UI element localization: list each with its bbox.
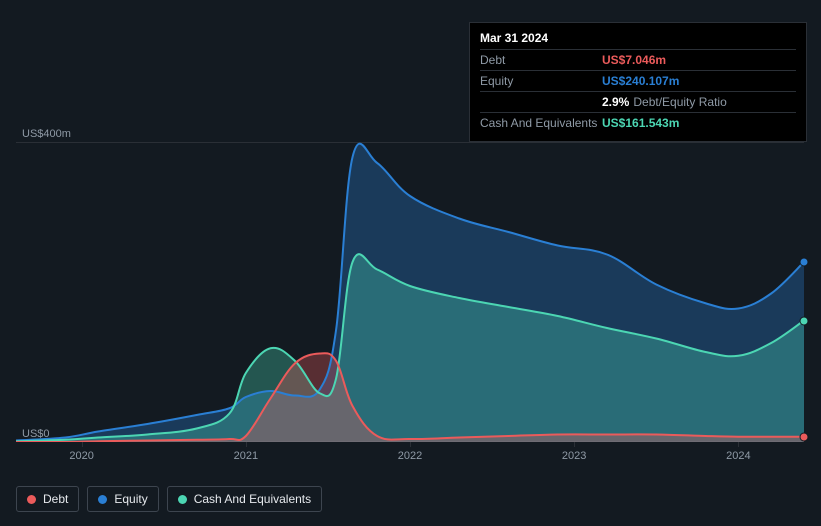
- x-tick-mark: [738, 442, 739, 447]
- debt-end-dot-icon: [800, 432, 809, 441]
- x-tick-label: 2021: [234, 450, 258, 462]
- x-tick-label: 2020: [69, 450, 93, 462]
- legend-label: Equity: [114, 492, 147, 506]
- plot-area[interactable]: [16, 142, 804, 442]
- tooltip-row-label: Debt: [480, 53, 602, 67]
- x-tick-mark: [82, 442, 83, 447]
- tooltip-row-value: US$7.046m: [602, 53, 666, 67]
- x-tick-label: 2023: [562, 450, 586, 462]
- legend-item-debt[interactable]: Debt: [16, 486, 79, 512]
- x-tick-label: 2022: [398, 450, 422, 462]
- legend: Debt Equity Cash And Equivalents: [16, 486, 322, 512]
- cash-end-dot-icon: [800, 316, 809, 325]
- equity-end-dot-icon: [800, 258, 809, 267]
- x-tick-mark: [246, 442, 247, 447]
- tooltip-row-label: Equity: [480, 74, 602, 88]
- x-tick-mark: [410, 442, 411, 447]
- tooltip-row-value: US$240.107m: [602, 74, 679, 88]
- tooltip-row: 2.9%Debt/Equity Ratio: [480, 91, 796, 112]
- y-axis-max-label: US$400m: [22, 128, 71, 140]
- debt-equity-chart: { "theme": { "background": "#131a21", "a…: [0, 0, 821, 526]
- tooltip-row-label: [480, 95, 602, 109]
- debt-swatch-icon: [27, 495, 36, 504]
- tooltip-row-label: Cash And Equivalents: [480, 116, 602, 130]
- chart-tooltip: Mar 31 2024 DebtUS$7.046mEquityUS$240.10…: [469, 22, 807, 142]
- x-tick-mark: [574, 442, 575, 447]
- tooltip-date: Mar 31 2024: [480, 28, 796, 49]
- cash-swatch-icon: [178, 495, 187, 504]
- legend-label: Debt: [43, 492, 68, 506]
- tooltip-row: Cash And EquivalentsUS$161.543m: [480, 112, 796, 133]
- tooltip-row-value: US$161.543m: [602, 116, 679, 130]
- x-tick-label: 2024: [726, 450, 750, 462]
- legend-item-equity[interactable]: Equity: [87, 486, 158, 512]
- equity-swatch-icon: [98, 495, 107, 504]
- tooltip-row: DebtUS$7.046m: [480, 49, 796, 70]
- tooltip-row: EquityUS$240.107m: [480, 70, 796, 91]
- legend-label: Cash And Equivalents: [194, 492, 311, 506]
- tooltip-ratio: 2.9%Debt/Equity Ratio: [602, 95, 727, 109]
- legend-item-cash[interactable]: Cash And Equivalents: [167, 486, 322, 512]
